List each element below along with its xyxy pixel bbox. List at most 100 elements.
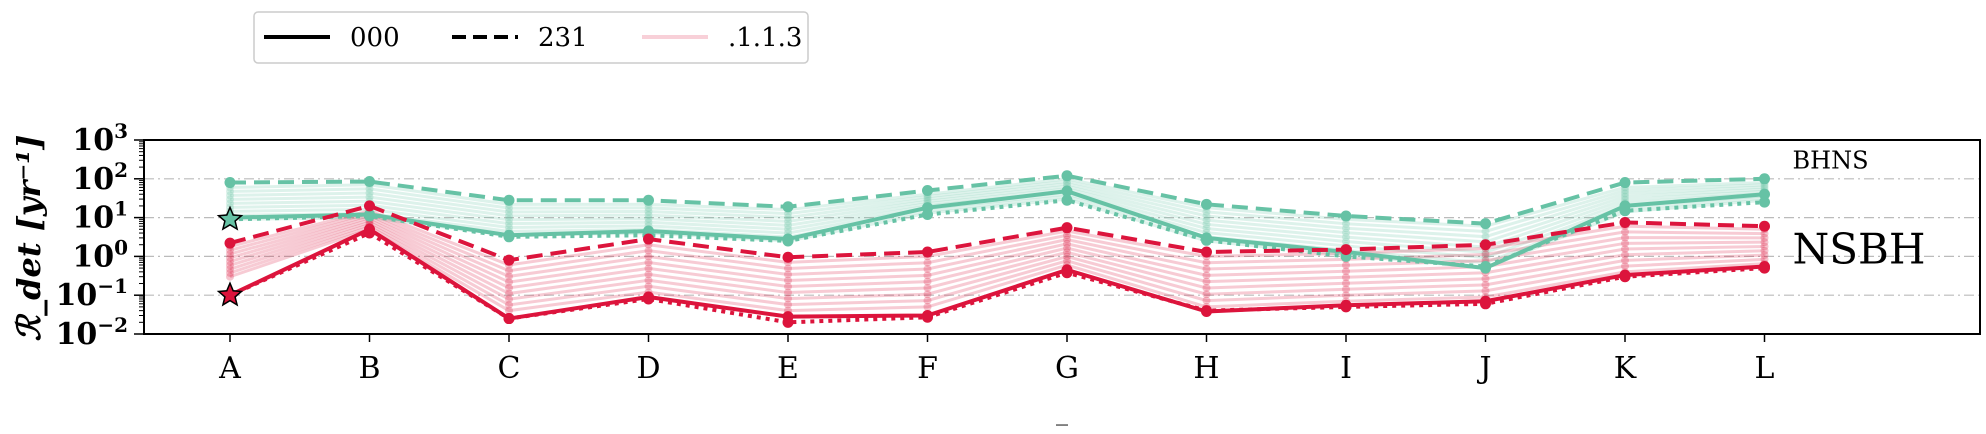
series-point-bhns-dashed-4 <box>782 201 794 213</box>
faint-point-nsbh-6-6 <box>1063 235 1071 244</box>
x-tick-label-I: I <box>1340 351 1352 386</box>
faint-point-nsbh-3-9 <box>1481 274 1490 283</box>
series-point-nsbh-dotted-2 <box>503 313 515 325</box>
faint-point-nsbh-7-2 <box>505 266 513 275</box>
legend-frame <box>253 11 809 64</box>
faint-point-bhns-3-3 <box>644 218 653 227</box>
faint-point-bhns-5-4 <box>784 217 792 226</box>
faint-point-nsbh-3-7 <box>1202 283 1211 292</box>
faint-point-nsbh-4-2 <box>505 283 513 292</box>
faint-point-nsbh-6-7 <box>1202 265 1211 274</box>
faint-point-nsbh-1-6 <box>1063 256 1071 265</box>
faint-point-nsbh-1-3 <box>644 282 653 291</box>
faint-point-nsbh-6-10 <box>1621 233 1629 242</box>
series-point-bhns-dashed-10 <box>1619 177 1631 189</box>
series-line-nsbh-dashed <box>229 203 1765 263</box>
faint-point-bhns-7-10 <box>1621 186 1629 195</box>
faint-point-nsbh-2-3 <box>644 276 653 285</box>
faint-point-nsbh-6-8 <box>1342 261 1350 270</box>
plot-frame <box>143 139 1981 335</box>
faint-point-bhns-5-0 <box>226 195 234 204</box>
faint-point-nsbh-5-11 <box>1760 238 1769 247</box>
faint-point-nsbh-6-11 <box>1760 233 1769 242</box>
faint-point-bhns-4-7 <box>1202 220 1211 229</box>
faint-point-nsbh-6-5 <box>923 265 932 274</box>
faint-point-bhns-6-7 <box>1202 212 1211 221</box>
faint-point-nsbh-2-10 <box>1621 256 1629 265</box>
faint-point-bhns-6-0 <box>226 191 234 200</box>
series-point-bhns-dotted-7 <box>1201 234 1212 246</box>
faint-point-bhns-6-11 <box>1760 182 1769 191</box>
faint-point-nsbh-3-4 <box>784 288 792 297</box>
x-axis-label: _ <box>1056 398 1068 426</box>
faint-point-nsbh-5-2 <box>505 278 513 287</box>
faint-point-nsbh-3-8 <box>1342 279 1350 288</box>
faint-point-nsbh-7-3 <box>644 246 653 255</box>
faint-point-nsbh-7-10 <box>1621 227 1629 236</box>
faint-line-bhns-7 <box>229 179 1765 233</box>
faint-point-bhns-6-9 <box>1481 232 1490 241</box>
x-tick-label-F: F <box>917 351 938 386</box>
series-point-bhns-dashed-11 <box>1759 173 1770 185</box>
faint-line-nsbh-5 <box>229 216 1765 284</box>
faint-point-nsbh-3-11 <box>1760 246 1769 255</box>
series-point-nsbh-dashed-0 <box>224 237 236 249</box>
series-point-bhns-dashed-6 <box>1061 170 1073 182</box>
faint-point-nsbh-4-7 <box>1202 277 1211 286</box>
y-tick-label-5: 103 <box>72 119 128 158</box>
series-point-nsbh-dashed-1 <box>364 200 375 212</box>
faint-point-nsbh-2-11 <box>1760 251 1769 260</box>
faint-point-nsbh-0-0 <box>226 272 234 281</box>
faint-point-bhns-3-8 <box>1342 237 1350 246</box>
x-tick-label-J: J <box>1476 351 1491 386</box>
series-point-nsbh-dotted-7 <box>1201 305 1212 317</box>
series-point-bhns-dashed-5 <box>922 184 933 196</box>
faint-point-nsbh-3-0 <box>226 261 234 270</box>
faint-point-nsbh-5-5 <box>923 271 932 280</box>
series-point-nsbh-dotted-10 <box>1619 271 1631 283</box>
x-tick-label-H: H <box>1193 351 1219 386</box>
faint-point-nsbh-7-5 <box>923 258 932 267</box>
series-point-nsbh-dashed-10 <box>1619 216 1631 228</box>
faint-line-bhns-1 <box>229 195 1765 265</box>
faint-point-bhns-5-8 <box>1342 228 1350 237</box>
faint-point-bhns-4-3 <box>644 214 653 223</box>
faint-line-nsbh-3 <box>229 220 1765 296</box>
faint-point-bhns-4-4 <box>784 221 792 230</box>
annotation-bhns: BHNS <box>1793 146 1869 174</box>
faint-line-nsbh-1 <box>229 225 1765 307</box>
series-point-nsbh-dotted-9 <box>1480 298 1491 310</box>
faint-point-bhns-5-7 <box>1202 216 1211 225</box>
faint-point-nsbh-1-4 <box>784 300 792 309</box>
faint-point-nsbh-4-0 <box>226 257 234 266</box>
faint-point-bhns-6-4 <box>784 213 792 222</box>
series-point-bhns-dashed-7 <box>1201 198 1212 210</box>
series-point-bhns-dashed-1 <box>364 176 375 188</box>
faint-point-nsbh-2-8 <box>1342 285 1350 294</box>
faint-line-nsbh-0 <box>229 227 1765 313</box>
faint-point-nsbh-4-6 <box>1063 244 1071 253</box>
star-marker-bhns <box>216 205 244 231</box>
faint-point-bhns-7-7 <box>1202 207 1211 216</box>
series-point-nsbh-dashed-6 <box>1061 222 1073 234</box>
faint-point-bhns-5-1 <box>365 193 374 202</box>
faint-point-bhns-6-3 <box>644 207 653 216</box>
faint-point-bhns-6-2 <box>505 208 513 217</box>
faint-point-bhns-6-6 <box>1063 179 1071 188</box>
faint-point-nsbh-1-0 <box>226 268 234 277</box>
faint-point-nsbh-5-7 <box>1202 271 1211 280</box>
faint-line-bhns-5 <box>229 184 1765 244</box>
series-point-nsbh-dotted-8 <box>1340 301 1352 313</box>
faint-point-bhns-4-8 <box>1342 233 1350 242</box>
series-point-nsbh-dashed-7 <box>1201 246 1212 258</box>
faint-point-nsbh-6-2 <box>505 272 513 281</box>
series-point-nsbh-dashed-2 <box>503 254 515 266</box>
x-tick-label-C: C <box>498 351 521 386</box>
faint-point-nsbh-4-4 <box>784 282 792 291</box>
y-tick-label-0: 10−2 <box>56 313 128 352</box>
series-point-bhns-dotted-2 <box>503 231 515 243</box>
faint-point-nsbh-3-3 <box>644 270 653 279</box>
series-point-bhns-dotted-9 <box>1480 260 1491 272</box>
star-marker-nsbh <box>216 281 244 307</box>
series-line-bhns-solid <box>229 189 1765 271</box>
